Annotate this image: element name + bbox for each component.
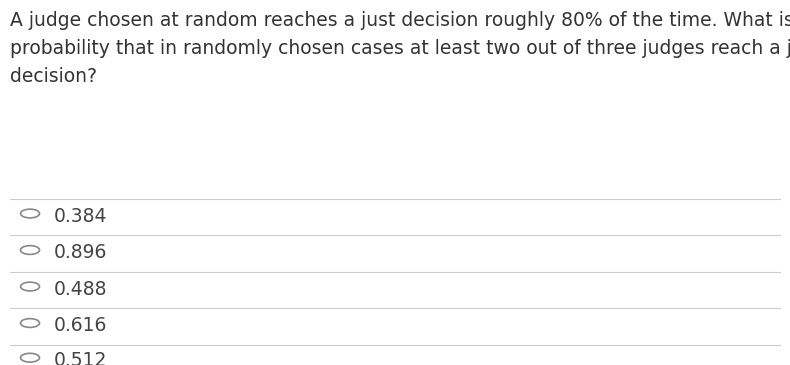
Text: 0.488: 0.488 <box>54 280 107 299</box>
Text: 0.384: 0.384 <box>54 207 107 226</box>
Text: A judge chosen at random reaches a just decision roughly 80% of the time. What i: A judge chosen at random reaches a just … <box>10 11 790 86</box>
Text: 0.616: 0.616 <box>54 316 107 335</box>
Text: 0.896: 0.896 <box>54 243 107 262</box>
Text: 0.512: 0.512 <box>54 351 107 365</box>
